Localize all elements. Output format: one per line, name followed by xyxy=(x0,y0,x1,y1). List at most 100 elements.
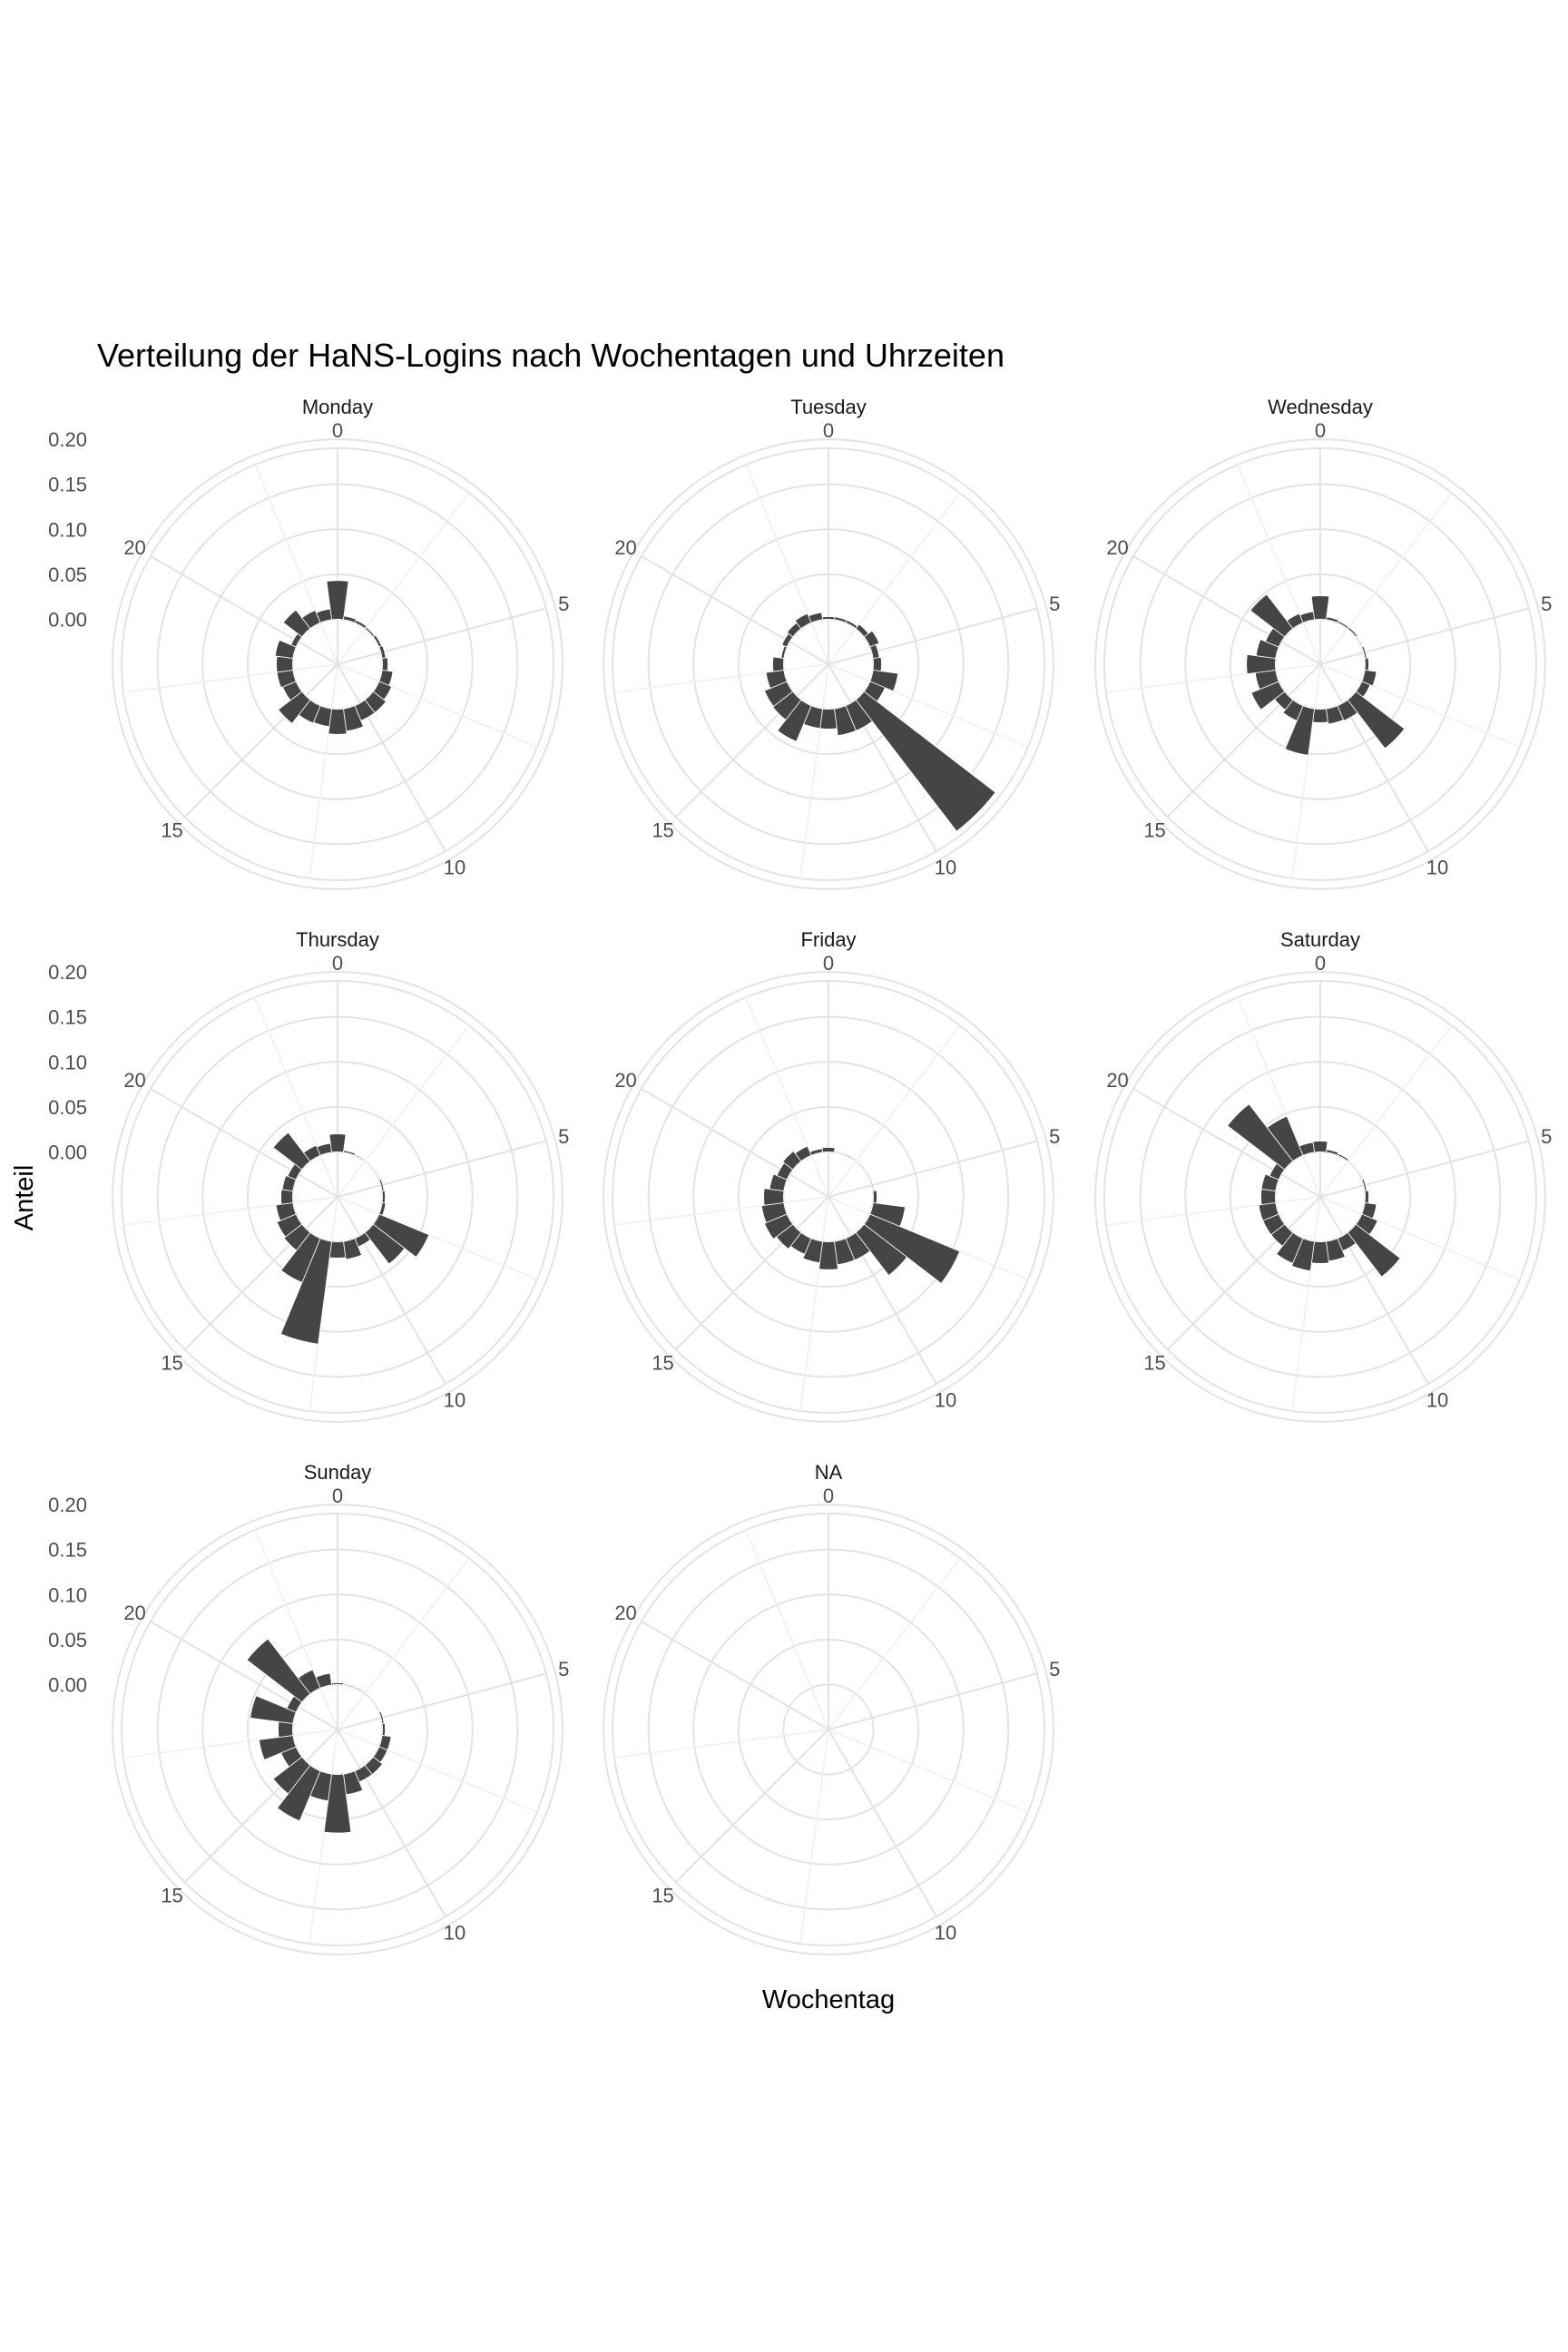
grid-spoke-minor xyxy=(745,1529,829,1730)
theta-tick-label: 10 xyxy=(935,1921,956,1944)
grid-spoke-minor xyxy=(1105,663,1321,693)
polar-bar-hour-14 xyxy=(280,1231,321,1283)
polar-bar-hour-0 xyxy=(821,616,836,621)
r-tick-label: 0.20 xyxy=(48,961,87,984)
chart-title: Verteilung der HaNS-Logins nach Wochenta… xyxy=(97,337,1004,374)
polar-bar-hour-22 xyxy=(297,1669,321,1695)
polar-bar-hour-0 xyxy=(821,1147,836,1153)
polar-bar-hour-18 xyxy=(763,1188,785,1206)
grid-spoke-minor xyxy=(828,1024,961,1198)
polar-bar-hour-6 xyxy=(381,1722,386,1737)
grid-spoke-minor xyxy=(254,996,338,1198)
polar-bar-hour-3 xyxy=(1347,1160,1357,1171)
grid-spoke-minor xyxy=(122,663,338,693)
polar-bar-hour-11 xyxy=(834,705,857,737)
grid-spoke-minor xyxy=(613,663,829,693)
polar-bar-hour-19 xyxy=(1260,1173,1279,1191)
polar-bar-hour-15 xyxy=(272,1756,311,1795)
grid-spoke xyxy=(828,1672,1038,1730)
facet-panel-na: NA0 5 10 15 20 xyxy=(603,1461,1060,1955)
grid-spoke-minor xyxy=(745,996,829,1198)
polar-bar-hour-22 xyxy=(1266,1115,1304,1162)
polar-bar-hour-9 xyxy=(1347,691,1406,750)
theta-tick-label: 10 xyxy=(444,1921,466,1944)
grid-spoke-minor xyxy=(309,663,338,879)
polar-bar-hour-4 xyxy=(1355,1168,1364,1181)
grid-spoke xyxy=(1319,1196,1429,1385)
polar-bar-hour-0 xyxy=(326,580,349,621)
r-tick-label: 0.15 xyxy=(48,1539,87,1562)
polar-bar-hour-2 xyxy=(845,1153,858,1162)
polar-bar-hour-21 xyxy=(1227,1103,1294,1171)
polar-bar-hour-19 xyxy=(769,1173,788,1191)
polar-bar-hour-2 xyxy=(354,1686,367,1695)
polar-bar-hour-22 xyxy=(301,609,321,630)
grid-spoke-minor xyxy=(1291,663,1321,879)
grid-spoke xyxy=(337,663,446,852)
r-tick-label: 0.00 xyxy=(48,1673,87,1696)
polar-bar-hour-3 xyxy=(364,1160,375,1171)
polar-bar-hour-9 xyxy=(364,1223,406,1265)
polar-bar-hour-6 xyxy=(1364,1190,1369,1204)
grid-spoke xyxy=(675,1729,829,1883)
polar-bar-hour-3 xyxy=(364,626,376,638)
grid-spoke-minor xyxy=(122,1196,338,1226)
polar-bar-hour-4 xyxy=(372,1700,381,1713)
polar-bar-hour-1 xyxy=(343,615,358,623)
polar-bar-hour-16 xyxy=(763,1213,794,1240)
polar-bar-hour-12 xyxy=(323,1773,352,1834)
theta-tick-label: 15 xyxy=(652,1351,673,1374)
polar-bar-hour-6 xyxy=(381,1190,386,1204)
polar-bar-hour-0 xyxy=(1310,595,1330,621)
polar-bar-hour-23 xyxy=(315,1672,332,1689)
theta-tick-label: 0 xyxy=(823,1485,834,1507)
grid-circle xyxy=(1094,971,1546,1423)
theta-tick-label: 15 xyxy=(161,818,182,841)
grid-spoke-minor xyxy=(337,1729,538,1813)
polar-bar-hour-23 xyxy=(1299,611,1315,623)
theta-tick-label: 20 xyxy=(123,1602,145,1624)
polar-bar-hour-14 xyxy=(1282,699,1304,721)
grid-spoke xyxy=(828,1140,1038,1198)
theta-tick-label: 5 xyxy=(558,593,569,615)
grid-circle xyxy=(603,971,1054,1423)
polar-bar-hour-8 xyxy=(863,1213,961,1284)
grid-circle xyxy=(112,971,564,1423)
facet-label: Sunday xyxy=(304,1461,372,1484)
grid-spoke-minor xyxy=(337,1024,470,1198)
polar-bar-hour-19 xyxy=(274,639,297,659)
polar-bar-hour-23 xyxy=(315,608,332,623)
grid-spoke xyxy=(1319,1140,1530,1198)
polar-bar-hour-22 xyxy=(303,1144,321,1162)
polar-bar-hour-4 xyxy=(863,1168,872,1181)
polar-bar-hour-14 xyxy=(777,699,812,742)
theta-tick-label: 20 xyxy=(614,1069,636,1092)
polar-bar-hour-18 xyxy=(772,656,785,672)
grid-spoke xyxy=(828,607,1038,665)
theta-tick-label: 15 xyxy=(161,1351,182,1374)
r-tick-label: 0.10 xyxy=(48,1051,87,1073)
theta-tick-label: 10 xyxy=(1426,1388,1448,1411)
theta-tick-label: 10 xyxy=(935,856,956,878)
theta-tick-label: 15 xyxy=(161,1884,182,1906)
facet-label: Thursday xyxy=(296,928,379,951)
polar-bar-hour-18 xyxy=(1260,1189,1277,1205)
polar-bar-hour-2 xyxy=(354,1153,367,1162)
polar-bar-hour-4 xyxy=(372,1168,381,1181)
grid-spoke xyxy=(675,663,829,818)
theta-tick-label: 0 xyxy=(332,419,343,442)
grid-spoke-minor xyxy=(799,1729,829,1945)
polar-bar-hour-23 xyxy=(808,612,823,623)
grid-spoke-minor xyxy=(337,492,470,665)
grid-spoke-minor xyxy=(1319,1196,1521,1280)
polar-bar-hour-0 xyxy=(1312,1141,1328,1153)
polar-bar-hour-9 xyxy=(855,691,996,832)
theta-tick-label: 10 xyxy=(1426,856,1448,878)
theta-tick-label: 5 xyxy=(1049,1658,1060,1681)
grid-spoke-minor xyxy=(828,663,1029,748)
polar-bar-hour-12 xyxy=(818,1240,838,1270)
polar-bar-hour-17 xyxy=(760,1202,788,1223)
polar-bar-hour-22 xyxy=(1286,612,1304,630)
